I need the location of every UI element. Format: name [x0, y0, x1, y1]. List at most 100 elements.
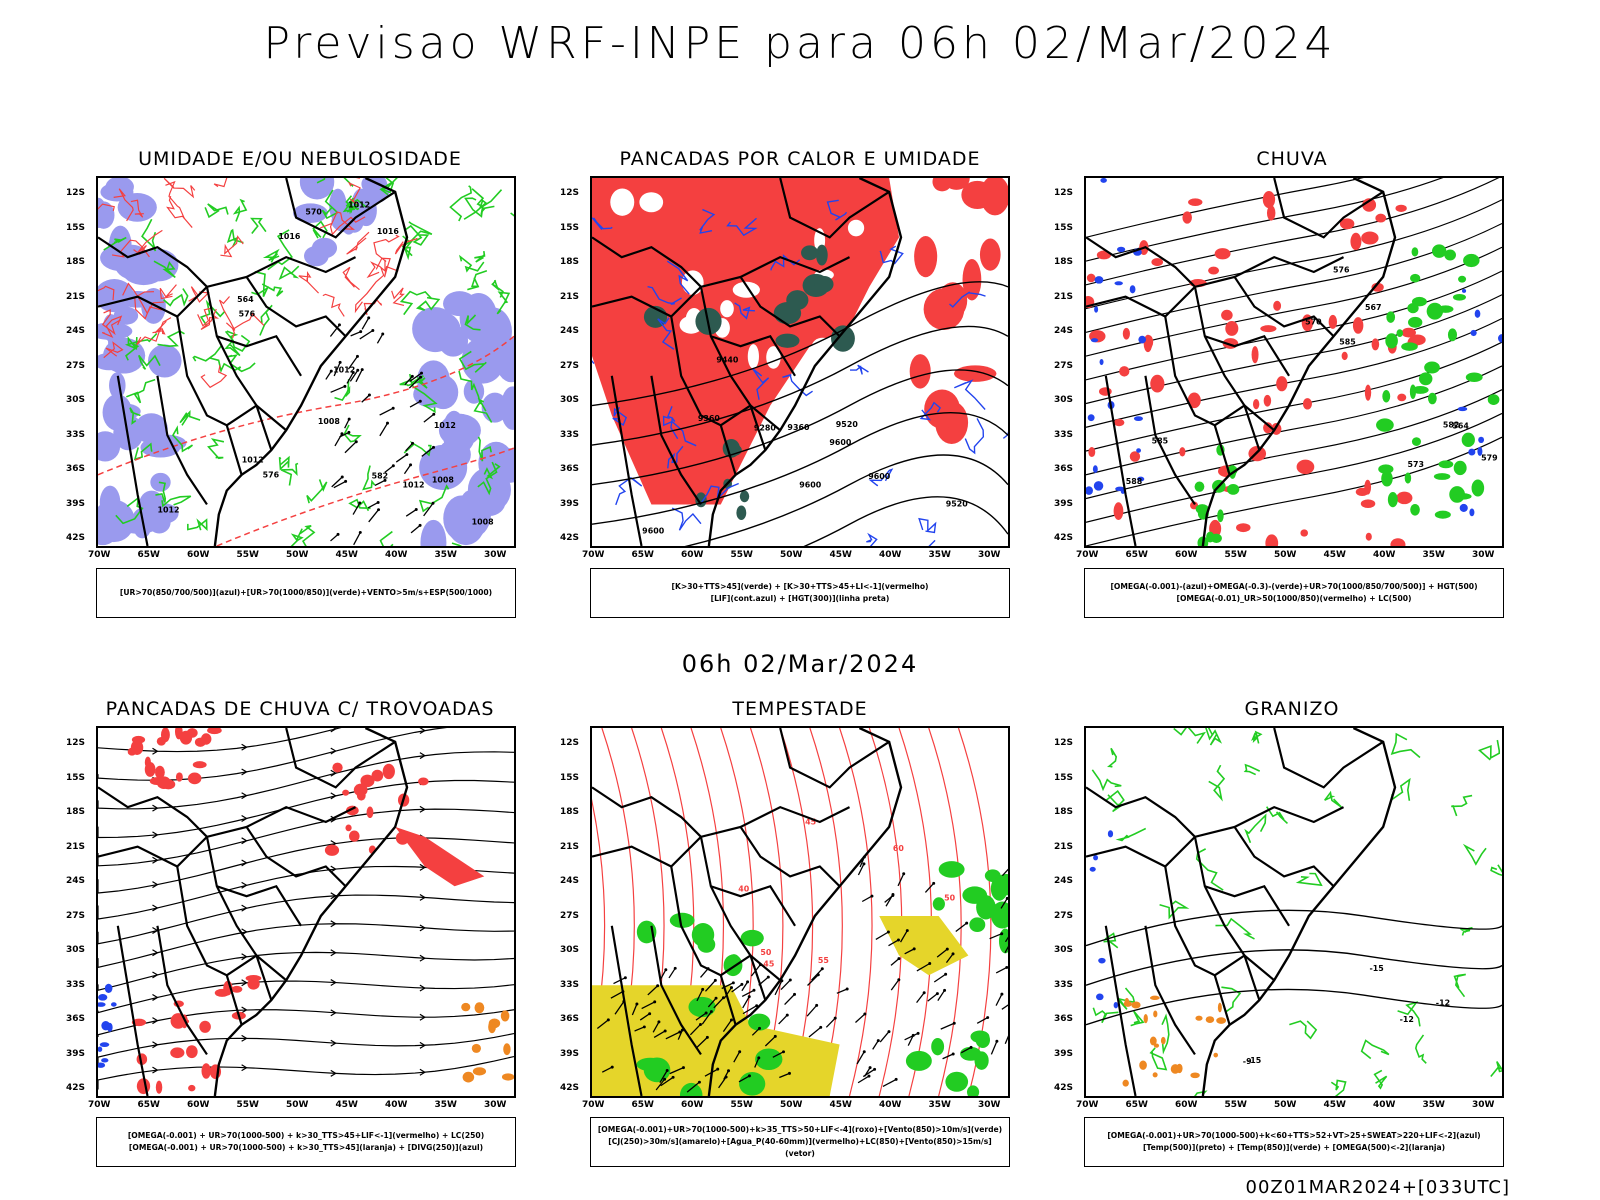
country-border: [226, 404, 287, 432]
wind-vector-head: [886, 930, 890, 934]
wind-vector: [701, 1011, 712, 1025]
lon-tick-label: 40W: [1373, 1100, 1396, 1110]
humidity-low-contour: [409, 373, 428, 389]
wind-vector-head: [747, 995, 751, 999]
humidity-low-contour: [458, 370, 482, 405]
wind-vector: [330, 385, 346, 393]
instability-area: [953, 365, 997, 382]
wind-vector: [904, 1032, 919, 1041]
lon-tick-label: 70W: [88, 1100, 111, 1110]
legend-line: [OMEGA(-0.001)+UR>70(1000-500)+k<60+TTS>…: [1107, 1131, 1481, 1140]
lat-tick-label: 30S: [560, 395, 580, 405]
thunder-area: [187, 772, 202, 785]
thickness-contour: [346, 231, 370, 255]
thickness-contour: [320, 211, 356, 230]
contour-label: -15: [1247, 1056, 1261, 1065]
thickness-dashed: [98, 335, 514, 476]
rain-area: [1113, 418, 1125, 427]
streamline-arrow: [330, 1039, 337, 1047]
thickness-contour: [200, 365, 228, 389]
wind-vector: [764, 1035, 776, 1047]
divergence-area: [98, 1062, 106, 1068]
lat-tick-label: 42S: [66, 533, 86, 543]
lifted-index-contour: [667, 445, 684, 469]
contour-label: 55: [818, 956, 829, 965]
wind-vector: [863, 1067, 871, 1077]
thunder-area: [418, 777, 429, 786]
country-border: [1144, 925, 1196, 1056]
streamline-arrow: [152, 993, 159, 1001]
wind-vector-head: [952, 1021, 956, 1025]
wind-vector: [668, 967, 676, 979]
streamline-arrow: [330, 792, 337, 800]
legend-line: [CJ(250)>30m/s](amarelo)+[Agua_P(40-60mm…: [608, 1137, 992, 1158]
rain-strong-area: [1433, 473, 1451, 480]
humidity-low-contour: [299, 524, 316, 546]
wind-vector: [601, 1066, 613, 1073]
streamline-arrow: [241, 815, 248, 822]
lat-tick-label: 33S: [66, 429, 86, 440]
instability-area: [924, 389, 960, 429]
rain-strong-area: [1227, 483, 1240, 495]
rain-weak-area: [1086, 486, 1093, 495]
lat-tick-label: 36S: [66, 1014, 86, 1024]
contour-label: -12: [1400, 1015, 1414, 1024]
country-border: [1233, 826, 1335, 888]
rain-area: [1252, 399, 1260, 410]
lon-tick-label: 60W: [187, 1100, 210, 1110]
rain-area: [1122, 327, 1130, 340]
lat-tick-label: 18S: [560, 257, 580, 267]
wind-vector-head: [867, 1074, 871, 1078]
wind-vector: [361, 394, 370, 403]
wind850-area: [669, 912, 695, 928]
wind-vector-head: [698, 1023, 702, 1026]
wind-vector-head: [935, 992, 939, 996]
wind-vector: [780, 979, 791, 991]
streamline: [98, 1032, 514, 1064]
rain-strong-area: [1408, 316, 1423, 328]
wind-vector-head: [431, 501, 435, 505]
streamline-arrow: [419, 984, 427, 992]
contour-label: 9600: [868, 472, 891, 481]
country-border: [176, 316, 243, 476]
wind-vector-head: [610, 1065, 614, 1069]
country-border: [245, 826, 347, 888]
lon-tick-label: 40W: [385, 550, 408, 560]
country-border: [699, 836, 767, 1001]
lifted-index-contour: [734, 302, 755, 320]
rain-weak-area: [1470, 329, 1477, 337]
streamline: [98, 779, 514, 839]
thickness-contour: [152, 320, 167, 335]
wind-vector: [741, 981, 749, 992]
hgt300-contour: [592, 281, 1008, 407]
rain-area: [1263, 394, 1272, 407]
streamline-arrow: [330, 728, 337, 733]
wind-vector-head: [606, 1018, 610, 1022]
rain-area: [1296, 459, 1315, 475]
lon-tick-label: 50W: [1274, 1100, 1297, 1110]
wind-vector: [960, 1046, 972, 1054]
thickness-contour: [111, 239, 150, 258]
thunder-area: [345, 824, 352, 832]
wind-vector: [857, 1075, 870, 1084]
streamline-arrow: [419, 1041, 427, 1049]
wind-vector-head: [432, 412, 436, 416]
contour-label: 576: [239, 309, 256, 318]
thickness-contour: [218, 296, 236, 331]
temp850-contour: [1360, 1039, 1390, 1060]
streamline-arrow: [419, 1068, 427, 1076]
divergence-area: [99, 1042, 110, 1048]
country-border: [1204, 334, 1290, 377]
wind-vector: [723, 987, 733, 999]
heat-humidity-area: [831, 325, 855, 352]
wind-vector-head: [951, 952, 955, 956]
wind-vector: [631, 1003, 638, 1016]
streamline: [98, 728, 342, 753]
lat-tick-label: 15S: [560, 772, 580, 783]
humidity-low-contour: [403, 440, 432, 457]
lon-tick-label: 45W: [829, 1100, 852, 1110]
lat-tick-label: 21S: [66, 841, 86, 852]
lifted-index-contour: [726, 217, 758, 237]
country-border: [1193, 836, 1261, 1001]
humidity-low-contour: [138, 354, 161, 370]
